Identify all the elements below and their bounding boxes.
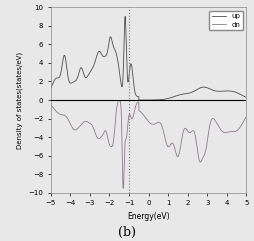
Y-axis label: Density of states(states/eV): Density of states(states/eV) xyxy=(16,51,23,149)
Text: (b): (b) xyxy=(118,226,136,239)
X-axis label: Energy(eV): Energy(eV) xyxy=(127,212,170,221)
Legend: up, dn: up, dn xyxy=(209,11,243,30)
dn xyxy=(49,104,52,107)
dn xyxy=(220,129,223,132)
dn xyxy=(241,121,244,124)
dn xyxy=(83,120,86,123)
Line: up: up xyxy=(51,16,246,100)
dn xyxy=(133,110,136,113)
up xyxy=(220,90,223,93)
up xyxy=(49,87,52,90)
up xyxy=(245,96,248,99)
dn xyxy=(72,127,75,130)
dn xyxy=(245,115,248,118)
up xyxy=(83,75,86,78)
up xyxy=(124,15,127,18)
up xyxy=(133,87,136,90)
up xyxy=(124,29,128,32)
dn xyxy=(121,187,124,190)
up xyxy=(139,99,142,101)
dn xyxy=(124,138,128,141)
Line: dn: dn xyxy=(51,100,246,188)
dn xyxy=(118,99,121,102)
up xyxy=(72,81,75,84)
up xyxy=(241,94,244,97)
